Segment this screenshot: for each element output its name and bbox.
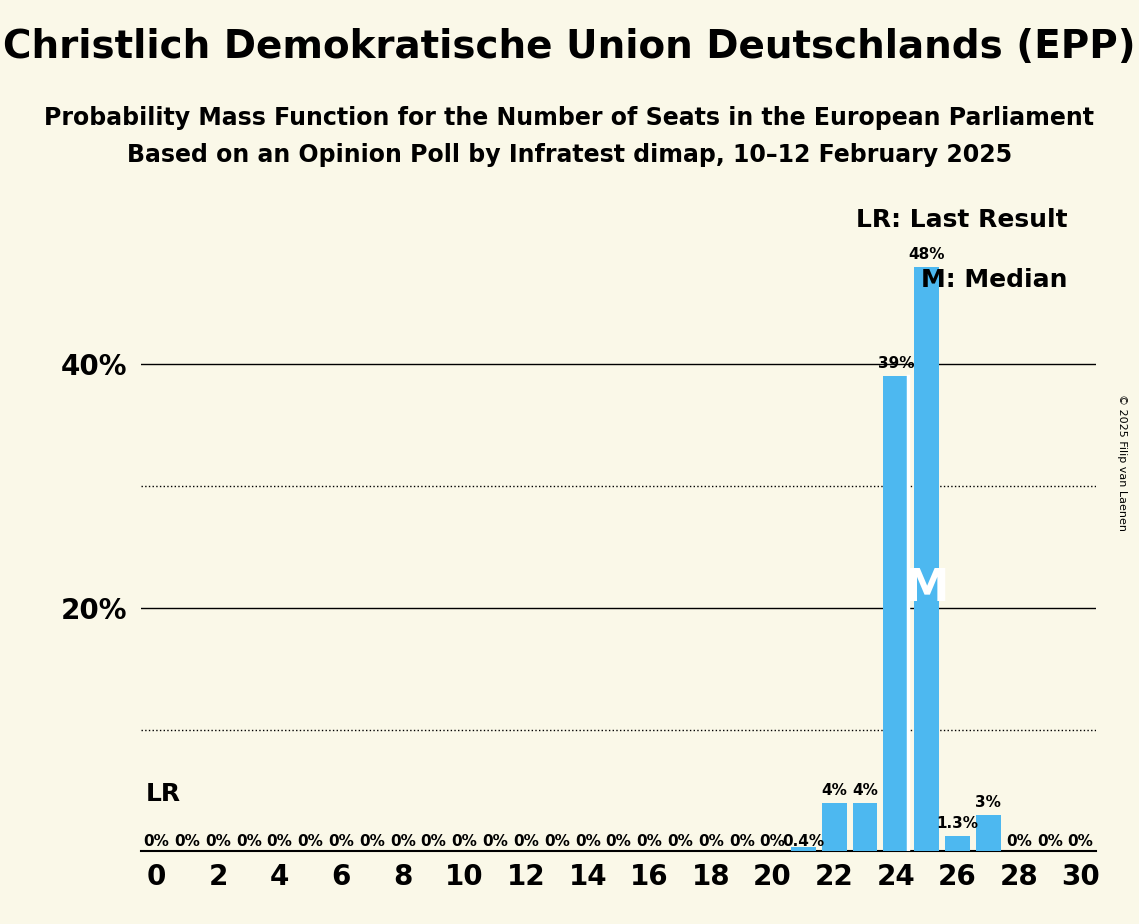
- Text: 0%: 0%: [575, 834, 600, 849]
- Text: 0%: 0%: [328, 834, 354, 849]
- Text: 0%: 0%: [420, 834, 446, 849]
- Text: 0%: 0%: [698, 834, 724, 849]
- Text: 0%: 0%: [1036, 834, 1063, 849]
- Text: 0%: 0%: [236, 834, 262, 849]
- Text: 0%: 0%: [267, 834, 293, 849]
- Text: Christlich Demokratische Union Deutschlands (EPP): Christlich Demokratische Union Deutschla…: [3, 28, 1136, 66]
- Text: 0%: 0%: [760, 834, 786, 849]
- Text: M: Median: M: Median: [921, 269, 1067, 292]
- Text: 0%: 0%: [390, 834, 416, 849]
- Text: 0%: 0%: [451, 834, 477, 849]
- Text: 0%: 0%: [144, 834, 170, 849]
- Text: 0%: 0%: [297, 834, 323, 849]
- Text: 0%: 0%: [667, 834, 693, 849]
- Bar: [822, 803, 846, 851]
- Text: 0%: 0%: [637, 834, 662, 849]
- Bar: [945, 835, 969, 851]
- Bar: [792, 846, 816, 851]
- Text: LR: LR: [146, 783, 181, 807]
- Text: 0%: 0%: [606, 834, 631, 849]
- Text: 0%: 0%: [544, 834, 570, 849]
- Text: 39%: 39%: [877, 357, 915, 371]
- Text: 4%: 4%: [821, 783, 847, 797]
- Text: Based on an Opinion Poll by Infratest dimap, 10–12 February 2025: Based on an Opinion Poll by Infratest di…: [126, 143, 1013, 167]
- Text: 0%: 0%: [1006, 834, 1032, 849]
- Text: 0%: 0%: [205, 834, 231, 849]
- Text: 4%: 4%: [852, 783, 878, 797]
- Text: M: M: [904, 566, 949, 610]
- Text: 3%: 3%: [975, 795, 1001, 810]
- Text: 0%: 0%: [174, 834, 200, 849]
- Text: 0%: 0%: [482, 834, 508, 849]
- Text: 0%: 0%: [1067, 834, 1093, 849]
- Text: 0.4%: 0.4%: [782, 834, 825, 849]
- Text: LR: Last Result: LR: Last Result: [855, 208, 1067, 232]
- Text: Probability Mass Function for the Number of Seats in the European Parliament: Probability Mass Function for the Number…: [44, 106, 1095, 130]
- Text: 48%: 48%: [909, 247, 945, 261]
- Text: © 2025 Filip van Laenen: © 2025 Filip van Laenen: [1117, 394, 1126, 530]
- Text: 0%: 0%: [359, 834, 385, 849]
- Text: 0%: 0%: [514, 834, 539, 849]
- Bar: [915, 267, 939, 851]
- Text: 0%: 0%: [729, 834, 755, 849]
- Bar: [853, 803, 877, 851]
- Text: 1.3%: 1.3%: [936, 816, 978, 831]
- Bar: [976, 815, 1000, 851]
- Bar: [884, 376, 908, 851]
